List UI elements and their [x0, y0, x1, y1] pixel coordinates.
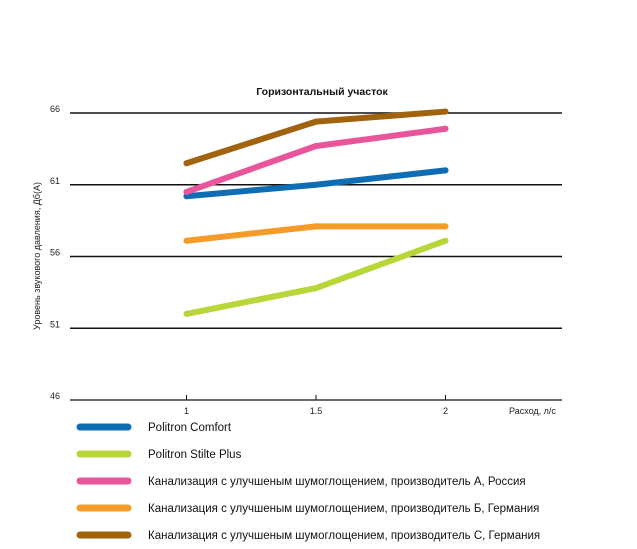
legend: Politron Comfort Politron Stilte Plus Кана…	[76, 422, 540, 542]
legend-label-0: Politron Comfort	[148, 422, 232, 434]
y-axis-label: Уровень звукового давления, Дб(А)	[32, 182, 42, 330]
data-point-4-1	[313, 118, 319, 125]
data-point-1-0	[183, 310, 190, 317]
chart-title: Горизонтальный участок	[256, 86, 388, 98]
legend-label-1: Politron Stilte Plus	[148, 449, 242, 461]
y-tick-label-4: 66	[50, 104, 60, 114]
y-tick-label-2: 56	[50, 248, 60, 258]
x-tick-label-1: 1.5	[310, 406, 323, 416]
data-point-4-0	[183, 160, 190, 167]
data-point-0-1	[313, 181, 319, 188]
data-point-1-2	[442, 237, 449, 244]
y-tick-label-0: 46	[50, 391, 60, 401]
x-tick-label-0: 1	[184, 406, 189, 416]
data-point-3-0	[183, 237, 190, 244]
data-point-2-2	[442, 125, 449, 132]
series-line-1	[183, 237, 449, 317]
y-tick-label-1: 51	[50, 319, 60, 329]
data-point-3-1	[313, 223, 319, 230]
data-point-2-0	[183, 188, 190, 195]
legend-label-2: Канализация с улучшеным шумоглощением, п…	[148, 476, 526, 488]
series-layer	[183, 108, 449, 317]
data-point-2-1	[313, 143, 319, 150]
x-axis-label: Расход, л/с	[509, 406, 556, 416]
data-point-3-2	[442, 223, 449, 230]
axis-layer: 46 51 56 61 66 1 1.5 2	[50, 104, 562, 416]
data-point-0-2	[442, 167, 449, 174]
data-point-1-1	[313, 285, 319, 292]
legend-label-3: Канализация с улучшеным шумоглощением, п…	[148, 503, 539, 515]
legend-label-4: Канализация с улучшеным шумоглощением, п…	[148, 530, 540, 542]
data-point-0-0	[183, 193, 190, 200]
x-tick-label-2: 2	[443, 406, 448, 416]
data-point-4-2	[442, 108, 449, 115]
y-tick-label-3: 61	[50, 176, 60, 186]
